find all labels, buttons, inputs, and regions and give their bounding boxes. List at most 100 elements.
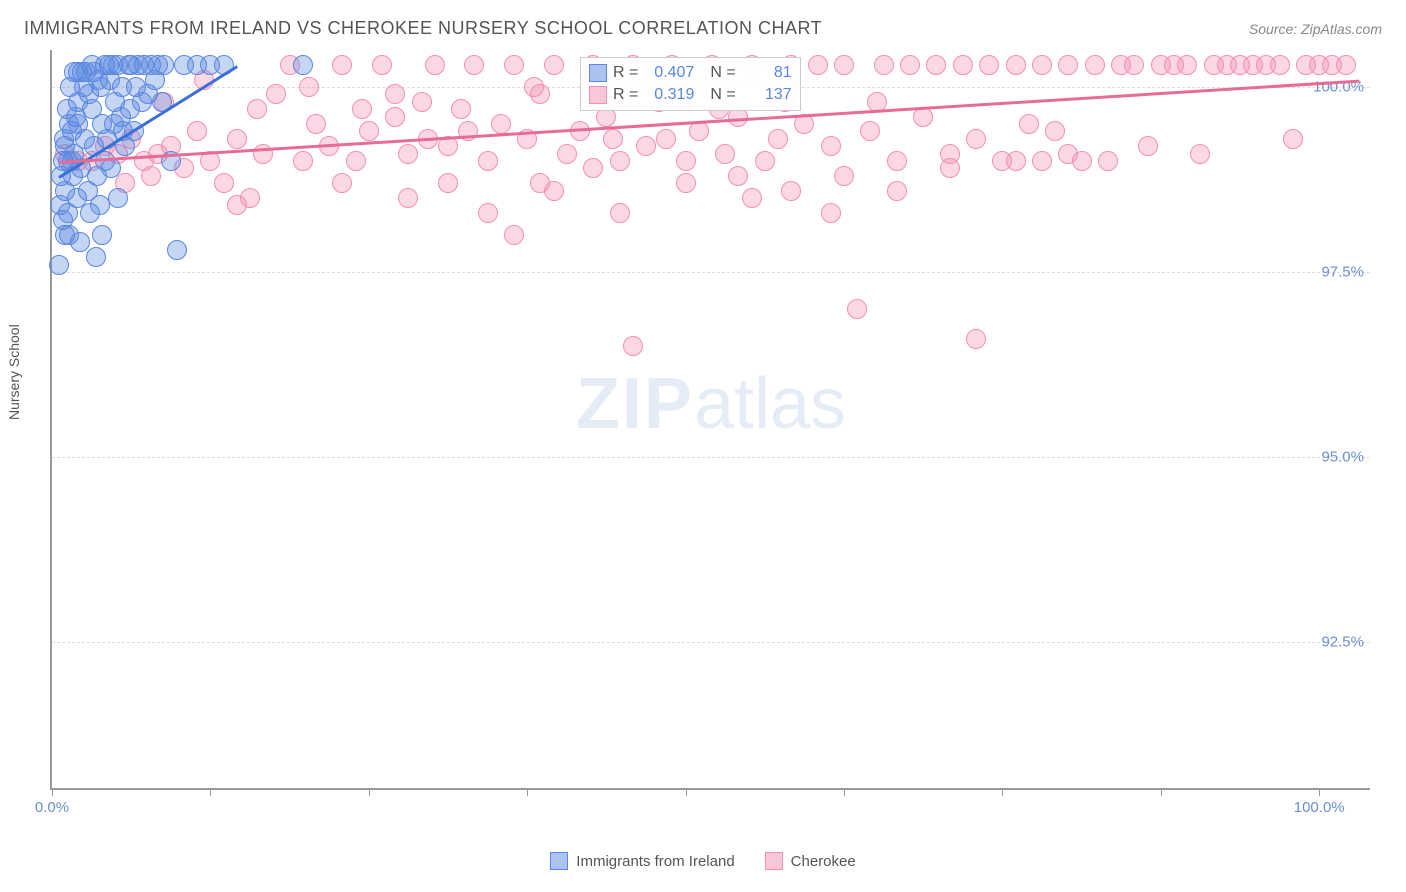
scatter-point-cherokee [524,77,544,97]
scatter-point-cherokee [227,129,247,149]
stats-box: R = 0.407 N = 81 R = 0.319 N = 137 [580,57,801,111]
scatter-point-cherokee [1138,136,1158,156]
bottom-legend: Immigrants from Ireland Cherokee [50,852,1356,870]
scatter-point-cherokee [240,188,260,208]
scatter-point-cherokee [544,55,564,75]
scatter-point-cherokee [458,121,478,141]
gridline-h [52,272,1370,273]
scatter-point-ireland [108,188,128,208]
scatter-point-cherokee [464,55,484,75]
scatter-point-cherokee [979,55,999,75]
legend-item-1: Immigrants from Ireland [550,852,734,870]
scatter-point-cherokee [953,55,973,75]
r-value: 0.407 [644,64,694,82]
watermark-atlas: atlas [694,364,846,444]
scatter-point-cherokee [676,151,696,171]
scatter-point-cherokee [636,136,656,156]
title-bar: IMMIGRANTS FROM IRELAND VS CHEROKEE NURS… [24,18,1382,39]
scatter-point-cherokee [1006,151,1026,171]
r-value: 0.319 [644,86,694,104]
y-tick-label: 92.5% [1321,634,1364,651]
legend-label-1: Immigrants from Ireland [576,853,734,870]
scatter-point-cherokee [1270,55,1290,75]
scatter-point-cherokee [860,121,880,141]
scatter-point-ireland [59,225,79,245]
scatter-point-cherokee [966,129,986,149]
scatter-point-cherokee [332,55,352,75]
x-tick [1161,788,1162,796]
scatter-point-cherokee [1019,114,1039,134]
scatter-point-cherokee [478,151,498,171]
scatter-point-cherokee [728,166,748,186]
legend-item-2: Cherokee [765,852,856,870]
scatter-point-cherokee [1283,129,1303,149]
scatter-point-cherokee [966,329,986,349]
x-tick [369,788,370,796]
scatter-point-cherokee [768,129,788,149]
scatter-point-cherokee [656,129,676,149]
scatter-point-cherokee [306,114,326,134]
scatter-point-ireland [293,55,313,75]
scatter-point-cherokee [926,55,946,75]
scatter-point-cherokee [385,107,405,127]
scatter-point-ireland [92,225,112,245]
stats-row-series2: R = 0.319 N = 137 [589,84,792,106]
scatter-point-cherokee [1190,144,1210,164]
scatter-point-cherokee [610,203,630,223]
scatter-point-cherokee [1085,55,1105,75]
scatter-point-cherokee [1045,121,1065,141]
x-tick [52,788,53,796]
scatter-point-cherokee [504,225,524,245]
n-label: N = [710,64,735,82]
scatter-point-cherokee [755,151,775,171]
scatter-point-cherokee [141,166,161,186]
y-axis-label: Nursery School [6,324,22,420]
y-tick-label: 95.0% [1321,449,1364,466]
scatter-point-cherokee [253,144,273,164]
scatter-point-cherokee [821,136,841,156]
scatter-point-cherokee [1006,55,1026,75]
scatter-point-cherokee [1098,151,1118,171]
scatter-point-cherokee [478,203,498,223]
scatter-point-ireland [68,114,88,134]
scatter-point-ireland [120,99,140,119]
scatter-point-cherokee [887,151,907,171]
scatter-point-cherokee [214,173,234,193]
scatter-point-cherokee [438,173,458,193]
scatter-point-cherokee [412,92,432,112]
x-tick [210,788,211,796]
source-label: Source: ZipAtlas.com [1249,21,1382,37]
scatter-point-ireland [167,240,187,260]
n-value: 137 [742,86,792,104]
scatter-point-cherokee [583,158,603,178]
r-label: R = [613,64,638,82]
scatter-point-cherokee [247,99,267,119]
scatter-point-cherokee [293,151,313,171]
n-label: N = [710,86,735,104]
scatter-point-cherokee [610,151,630,171]
scatter-point-ireland [145,70,165,90]
scatter-point-cherokee [299,77,319,97]
scatter-point-cherokee [1336,55,1356,75]
scatter-point-cherokee [834,166,854,186]
y-tick-label: 97.5% [1321,264,1364,281]
x-tick [527,788,528,796]
scatter-point-cherokee [530,173,550,193]
scatter-point-cherokee [1058,55,1078,75]
x-tick-label: 0.0% [35,799,69,816]
scatter-point-cherokee [398,144,418,164]
scatter-point-cherokee [834,55,854,75]
scatter-point-cherokee [570,121,590,141]
gridline-h [52,642,1370,643]
legend-swatch-1 [550,852,568,870]
n-value: 81 [742,64,792,82]
scatter-point-cherokee [187,121,207,141]
scatter-point-cherokee [900,55,920,75]
r-label: R = [613,86,638,104]
scatter-point-ireland [80,203,100,223]
scatter-point-cherokee [425,55,445,75]
scatter-point-cherokee [1032,55,1052,75]
scatter-point-cherokee [874,55,894,75]
scatter-point-cherokee [451,99,471,119]
scatter-point-cherokee [676,173,696,193]
